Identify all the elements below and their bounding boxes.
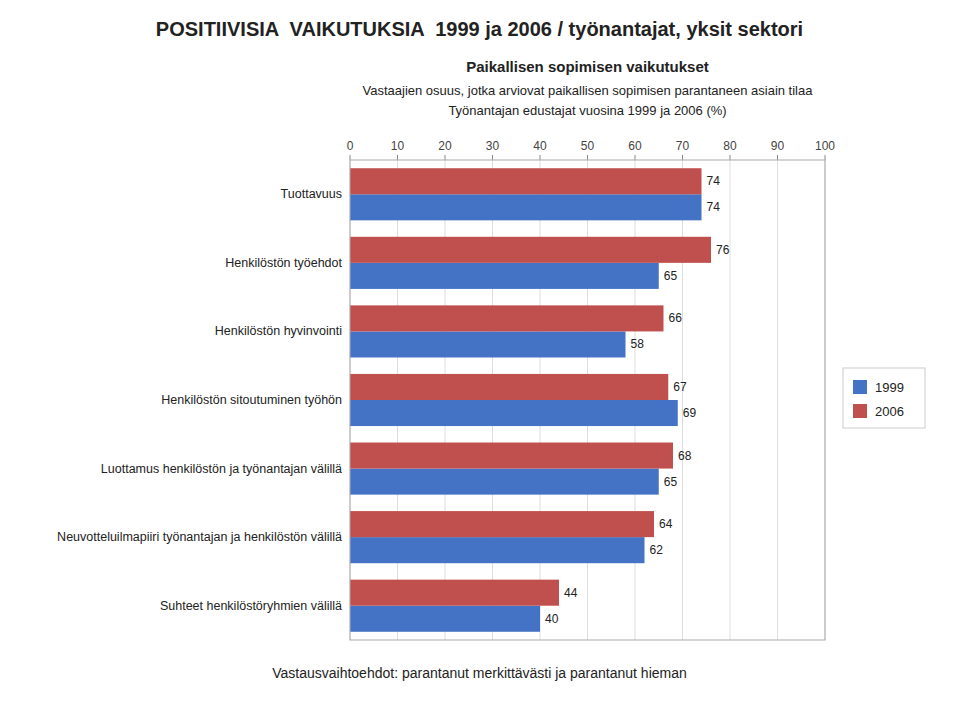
- category-label: Henkilöstön hyvinvointi: [215, 324, 342, 338]
- data-label: 68: [678, 449, 692, 463]
- tick-mark: [635, 155, 636, 160]
- bars: [350, 168, 711, 632]
- data-label: 64: [659, 517, 673, 531]
- bar: [350, 194, 702, 220]
- tick-label: 70: [676, 139, 690, 153]
- grid-line: [777, 160, 778, 640]
- legend-label: 2006: [875, 404, 904, 419]
- tick-mark: [682, 155, 683, 160]
- bar: [350, 537, 645, 563]
- footer-note: Vastausvaihtoehdot: parantanut merkittäv…: [272, 665, 687, 681]
- chart: POSITIIVISIA VAIKUTUKSIA 1999 ja 2006 / …: [0, 0, 959, 703]
- bar: [350, 237, 711, 263]
- data-label: 65: [664, 475, 678, 489]
- bar: [350, 443, 673, 469]
- category-label: Tuottavuus: [281, 187, 342, 201]
- tick-label: 0: [347, 139, 354, 153]
- data-label: 74: [707, 174, 721, 188]
- data-label: 76: [716, 243, 730, 257]
- bar: [350, 606, 540, 632]
- data-label: 67: [673, 380, 687, 394]
- tick-label: 80: [723, 139, 737, 153]
- bar: [350, 400, 678, 426]
- tick-label: 90: [771, 139, 785, 153]
- category-label: Luottamus henkilöstön ja työnantajan väl…: [101, 462, 342, 476]
- data-labels: 74 65 58 69 65 62 40 74 76 66 67 68 64 44: [545, 174, 730, 625]
- grid-line: [682, 160, 683, 640]
- tick-label: 40: [533, 139, 547, 153]
- bar: [350, 469, 659, 495]
- legend-swatch: [853, 404, 867, 418]
- legend-swatch: [853, 380, 867, 394]
- category-label: Neuvotteluilmapiiri työnantajan ja henki…: [57, 530, 342, 544]
- bar: [350, 263, 659, 289]
- tick-mark: [445, 155, 446, 160]
- bar: [350, 168, 702, 194]
- background: [0, 0, 959, 703]
- plot-frame: [350, 160, 825, 640]
- category-label: Henkilöstön sitoutuminen työhön: [161, 393, 342, 407]
- tick-mark: [587, 155, 588, 160]
- tick-label: 30: [486, 139, 500, 153]
- data-label: 40: [545, 612, 559, 626]
- data-label: 69: [683, 406, 697, 420]
- tick-mark: [492, 155, 493, 160]
- legend-label: 1999: [875, 380, 904, 395]
- grid: [350, 160, 825, 640]
- tick-mark: [540, 155, 541, 160]
- tick-label: 20: [438, 139, 452, 153]
- tick-label: 60: [628, 139, 642, 153]
- bar: [350, 305, 664, 331]
- subtitle: Vastaajien osuus, jotka arviovat paikall…: [363, 83, 814, 98]
- title: POSITIIVISIA VAIKUTUKSIA 1999 ja 2006 / …: [156, 18, 803, 40]
- category-label: Henkilöstön työehdot: [225, 256, 342, 270]
- category-label: Suhteet henkilöstöryhmien välillä: [160, 599, 342, 613]
- bar: [350, 580, 559, 606]
- legend: 1999 2006: [843, 368, 925, 428]
- tick-label: 10: [391, 139, 405, 153]
- grid-line: [730, 160, 731, 640]
- tick-mark: [397, 155, 398, 160]
- bar: [350, 374, 668, 400]
- data-label: 62: [650, 543, 664, 557]
- subtitle: Paikallisen sopimisen vaikutukset: [466, 58, 709, 75]
- tick-mark: [777, 155, 778, 160]
- bar: [350, 331, 626, 357]
- data-label: 65: [664, 269, 678, 283]
- data-label: 44: [564, 586, 578, 600]
- tick-mark: [730, 155, 731, 160]
- bar: [350, 511, 654, 537]
- legend-box: [843, 368, 925, 428]
- tick-label: 100: [815, 139, 835, 153]
- subtitle: Työnantajan edustajat vuosina 1999 ja 20…: [448, 103, 726, 118]
- tick-mark: [825, 155, 826, 160]
- tick-mark: [350, 155, 351, 160]
- data-label: 66: [669, 311, 683, 325]
- data-label: 58: [631, 337, 645, 351]
- data-label: 74: [707, 200, 721, 214]
- tick-label: 50: [581, 139, 595, 153]
